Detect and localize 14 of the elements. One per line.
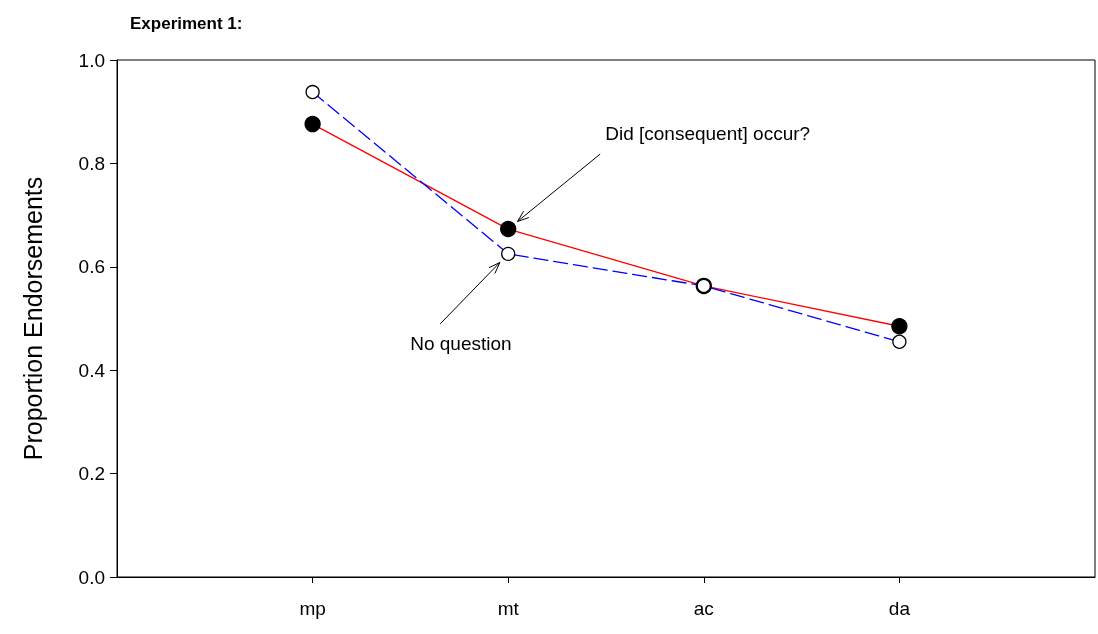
y-tick-label: 0.0 — [78, 566, 105, 588]
y-tick-label: 0.2 — [78, 463, 105, 485]
text: No question — [410, 332, 512, 354]
y-tick-label: 1.0 — [78, 49, 105, 71]
y-axis-title: Proportion Endorsements — [18, 176, 47, 461]
x-tick-label: ac — [693, 598, 714, 619]
y-tick-label: 0.4 — [78, 359, 106, 381]
y-tick-label: 0.6 — [78, 256, 105, 278]
y-tick-label: 0.8 — [78, 152, 105, 174]
chart-title: Experiment 1: — [130, 14, 243, 33]
x-tick-label: mt — [497, 598, 520, 619]
x-tick-label: da — [888, 598, 911, 619]
text: Did [consequent] occur? — [605, 123, 811, 145]
x-tick-label: mp — [299, 598, 326, 619]
